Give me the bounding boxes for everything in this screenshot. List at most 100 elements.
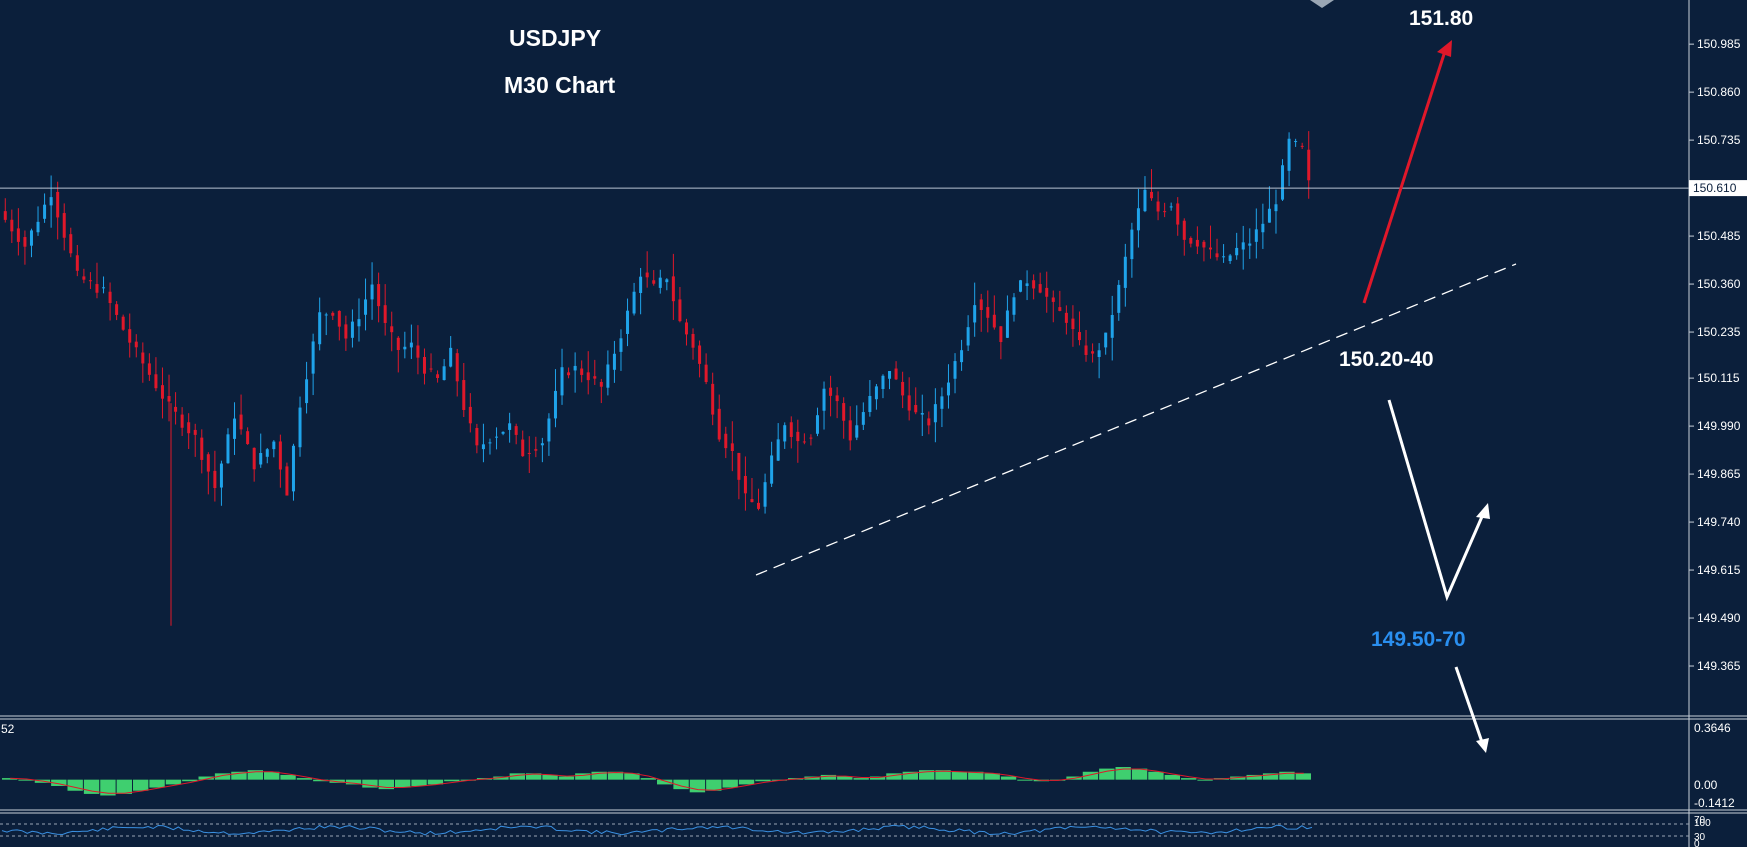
- lower-arrow: [1454, 666, 1485, 746]
- candle-body: [128, 329, 132, 343]
- price-tick-label: 149.865: [1697, 467, 1741, 481]
- candle-body: [730, 443, 734, 452]
- bullish-arrowhead: [1437, 40, 1452, 57]
- macd-histogram-bar: [313, 779, 329, 782]
- macd-histogram-bar: [1115, 767, 1131, 780]
- macd-histogram-bar: [738, 779, 755, 785]
- candle-body: [1241, 242, 1245, 250]
- candle-body: [966, 327, 970, 346]
- candle-body: [1045, 287, 1049, 297]
- bearish-path: [1387, 399, 1486, 602]
- candle-body: [927, 418, 931, 426]
- candle-body: [940, 396, 944, 409]
- candle-body: [36, 221, 40, 233]
- current-price-label: 150.610: [1693, 181, 1737, 195]
- candle-body: [403, 346, 407, 350]
- macd-histogram-bar: [493, 776, 509, 780]
- candle-body: [1005, 310, 1009, 338]
- candle-body: [1077, 332, 1081, 341]
- macd-histogram-bar: [264, 771, 280, 780]
- candle-body: [580, 368, 584, 375]
- candle-body: [920, 413, 924, 415]
- candle-body: [311, 341, 315, 374]
- candle-body: [291, 445, 295, 492]
- candle-body: [1064, 312, 1068, 323]
- candle-body: [678, 299, 682, 322]
- candle-body: [527, 452, 531, 454]
- candle-body: [43, 204, 47, 219]
- candle-body: [429, 368, 433, 370]
- oscillator-upper-label: 0.3646: [1694, 721, 1731, 735]
- macd-histogram-bar: [607, 771, 624, 780]
- candle-body: [553, 390, 557, 419]
- candle-body: [1038, 284, 1042, 293]
- candle-body: [1307, 149, 1311, 181]
- candle-body: [894, 368, 898, 380]
- candle-body: [278, 441, 282, 470]
- candle-body: [226, 434, 230, 464]
- candle-body: [671, 276, 675, 302]
- macd-panel: [2, 767, 1311, 796]
- candle-body: [468, 406, 472, 424]
- candle-body: [658, 277, 662, 288]
- candle-body: [1215, 253, 1219, 258]
- macd-histogram-bar: [1295, 773, 1311, 780]
- candle-body: [652, 280, 656, 284]
- macd-histogram-bar: [837, 776, 853, 780]
- candle-body: [953, 361, 957, 379]
- candle-body: [462, 380, 466, 410]
- candle-body: [822, 388, 826, 411]
- macd-histogram-bar: [755, 779, 771, 782]
- candle-body: [842, 403, 846, 421]
- candle-body: [442, 366, 446, 381]
- candle-body: [3, 211, 7, 220]
- candle-body: [593, 376, 597, 379]
- candle-body: [115, 304, 119, 315]
- macd-histogram-bar: [1230, 776, 1246, 780]
- candle-body: [835, 395, 839, 402]
- candle-body: [272, 441, 276, 450]
- candle-body: [167, 396, 171, 402]
- candle-body: [861, 412, 865, 425]
- candle-body: [495, 436, 499, 438]
- candle-body: [907, 395, 911, 411]
- candle-body: [1091, 351, 1095, 354]
- macd-histogram-bar: [951, 771, 968, 780]
- candle-body: [514, 426, 518, 435]
- candle-body: [1084, 345, 1088, 355]
- candle-body: [501, 431, 505, 434]
- candle-body: [586, 372, 590, 381]
- candle-body: [23, 237, 27, 247]
- macd-histogram-bar: [280, 774, 296, 780]
- macd-histogram-bar: [722, 779, 738, 788]
- candles: [3, 131, 1311, 626]
- candle-body: [1097, 350, 1101, 357]
- candle-body: [684, 322, 688, 335]
- macd-histogram-bar: [247, 770, 263, 780]
- macd-histogram-bar: [18, 779, 34, 781]
- macd-histogram-bar: [296, 778, 313, 780]
- chart-title: USDJPY: [509, 25, 601, 51]
- candle-body: [1235, 247, 1239, 256]
- macd-histogram-bar: [133, 779, 149, 791]
- macd-histogram-bar: [640, 778, 656, 780]
- candle-body: [540, 443, 544, 446]
- rising-trendline[interactable]: [755, 263, 1517, 576]
- candle-body: [763, 482, 767, 507]
- candle-body: [979, 299, 983, 310]
- candle-body: [1281, 165, 1285, 200]
- macd-histogram-bar: [51, 779, 67, 786]
- candle-body: [815, 415, 819, 434]
- lower-arrowhead: [1476, 738, 1489, 753]
- macd-histogram-bar: [902, 771, 918, 780]
- candle-body: [180, 414, 184, 428]
- candle-body: [737, 452, 741, 480]
- candle-body: [1287, 138, 1291, 171]
- target-up-label: 151.80: [1409, 7, 1473, 30]
- chart-shift-marker[interactable]: [1310, 0, 1334, 8]
- price-tick-label: 150.860: [1697, 85, 1741, 99]
- candle-body: [1189, 238, 1193, 244]
- candle-body: [986, 307, 990, 318]
